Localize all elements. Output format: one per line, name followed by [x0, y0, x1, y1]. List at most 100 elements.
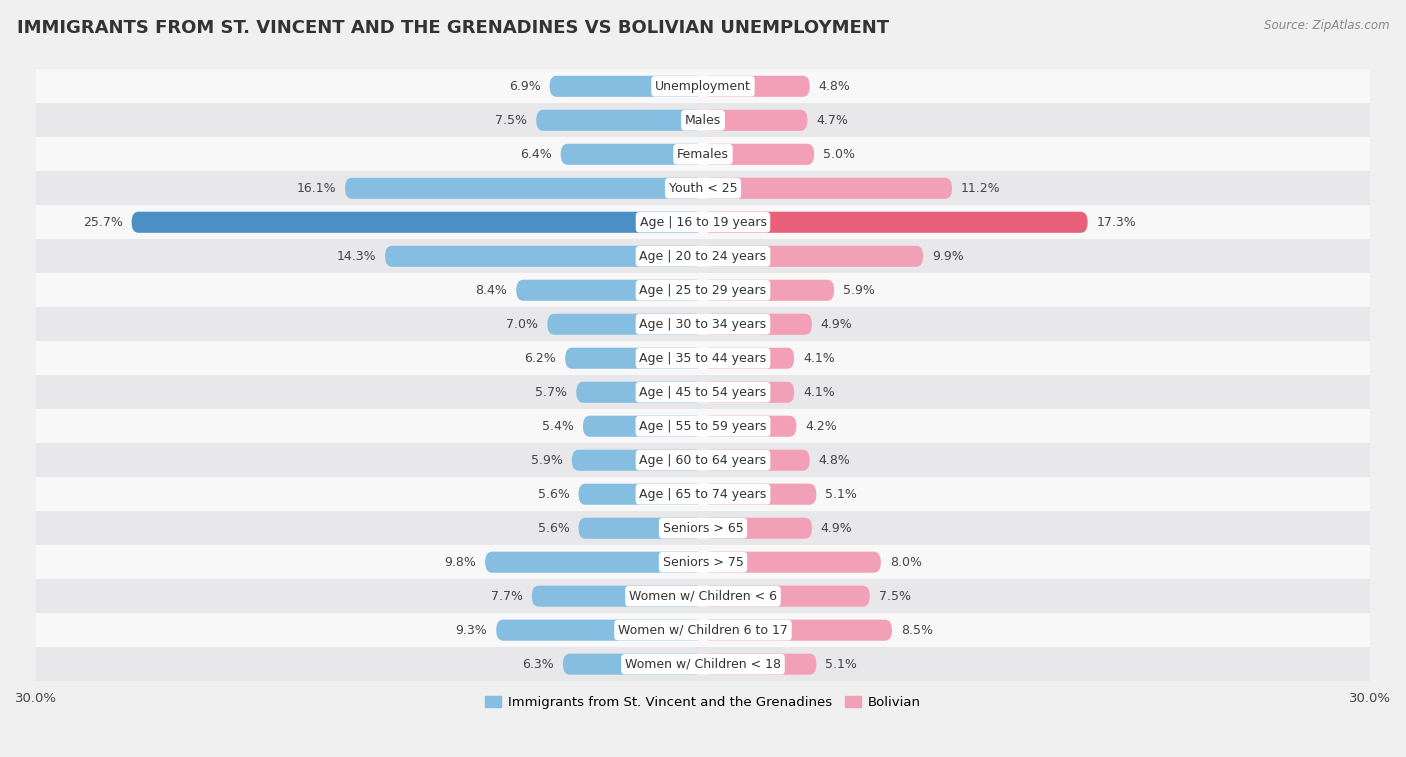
Text: Age | 35 to 44 years: Age | 35 to 44 years — [640, 352, 766, 365]
Bar — [37, 239, 1369, 273]
Bar — [37, 341, 1369, 375]
Bar — [37, 273, 1369, 307]
Text: 5.6%: 5.6% — [537, 488, 569, 500]
FancyBboxPatch shape — [703, 586, 870, 606]
FancyBboxPatch shape — [703, 178, 952, 199]
Text: 7.5%: 7.5% — [495, 114, 527, 126]
FancyBboxPatch shape — [344, 178, 703, 199]
Bar — [37, 511, 1369, 545]
Bar — [37, 103, 1369, 137]
Bar — [37, 410, 1369, 443]
Text: Age | 16 to 19 years: Age | 16 to 19 years — [640, 216, 766, 229]
FancyBboxPatch shape — [703, 144, 814, 165]
Bar — [37, 647, 1369, 681]
Text: IMMIGRANTS FROM ST. VINCENT AND THE GRENADINES VS BOLIVIAN UNEMPLOYMENT: IMMIGRANTS FROM ST. VINCENT AND THE GREN… — [17, 19, 889, 37]
Bar — [37, 307, 1369, 341]
FancyBboxPatch shape — [578, 518, 703, 539]
Text: 5.1%: 5.1% — [825, 658, 858, 671]
Text: 9.9%: 9.9% — [932, 250, 963, 263]
Bar — [37, 205, 1369, 239]
Text: Age | 25 to 29 years: Age | 25 to 29 years — [640, 284, 766, 297]
Text: 6.3%: 6.3% — [522, 658, 554, 671]
FancyBboxPatch shape — [547, 313, 703, 335]
FancyBboxPatch shape — [576, 382, 703, 403]
Text: 9.3%: 9.3% — [456, 624, 488, 637]
Text: 9.8%: 9.8% — [444, 556, 477, 569]
FancyBboxPatch shape — [565, 347, 703, 369]
Text: 7.0%: 7.0% — [506, 318, 538, 331]
FancyBboxPatch shape — [703, 518, 811, 539]
Text: 7.7%: 7.7% — [491, 590, 523, 603]
Text: 6.4%: 6.4% — [520, 148, 551, 160]
FancyBboxPatch shape — [703, 653, 817, 674]
FancyBboxPatch shape — [703, 382, 794, 403]
Text: 4.7%: 4.7% — [817, 114, 848, 126]
FancyBboxPatch shape — [703, 484, 817, 505]
FancyBboxPatch shape — [536, 110, 703, 131]
FancyBboxPatch shape — [703, 313, 811, 335]
FancyBboxPatch shape — [572, 450, 703, 471]
Text: 5.1%: 5.1% — [825, 488, 858, 500]
FancyBboxPatch shape — [578, 484, 703, 505]
Text: 7.5%: 7.5% — [879, 590, 911, 603]
FancyBboxPatch shape — [703, 212, 1088, 233]
Text: 4.9%: 4.9% — [821, 318, 852, 331]
Text: Unemployment: Unemployment — [655, 79, 751, 93]
Text: Age | 65 to 74 years: Age | 65 to 74 years — [640, 488, 766, 500]
Text: Age | 20 to 24 years: Age | 20 to 24 years — [640, 250, 766, 263]
Text: 4.9%: 4.9% — [821, 522, 852, 534]
Text: 8.4%: 8.4% — [475, 284, 508, 297]
FancyBboxPatch shape — [703, 416, 796, 437]
FancyBboxPatch shape — [516, 280, 703, 301]
Text: Age | 45 to 54 years: Age | 45 to 54 years — [640, 386, 766, 399]
Text: 8.5%: 8.5% — [901, 624, 932, 637]
Bar — [37, 545, 1369, 579]
Text: 16.1%: 16.1% — [297, 182, 336, 195]
FancyBboxPatch shape — [703, 110, 807, 131]
Text: Males: Males — [685, 114, 721, 126]
Text: 5.9%: 5.9% — [844, 284, 875, 297]
Bar — [37, 70, 1369, 103]
Text: 6.9%: 6.9% — [509, 79, 541, 93]
Bar — [37, 443, 1369, 477]
Bar — [37, 613, 1369, 647]
Text: 4.1%: 4.1% — [803, 352, 835, 365]
Text: Youth < 25: Youth < 25 — [669, 182, 737, 195]
FancyBboxPatch shape — [703, 620, 891, 640]
Legend: Immigrants from St. Vincent and the Grenadines, Bolivian: Immigrants from St. Vincent and the Gren… — [479, 690, 927, 714]
Text: 4.8%: 4.8% — [818, 453, 851, 467]
Text: Seniors > 65: Seniors > 65 — [662, 522, 744, 534]
Text: 5.9%: 5.9% — [531, 453, 562, 467]
Text: 5.7%: 5.7% — [536, 386, 568, 399]
Text: Seniors > 75: Seniors > 75 — [662, 556, 744, 569]
Bar — [37, 375, 1369, 410]
Bar — [37, 477, 1369, 511]
FancyBboxPatch shape — [496, 620, 703, 640]
Text: Age | 30 to 34 years: Age | 30 to 34 years — [640, 318, 766, 331]
FancyBboxPatch shape — [531, 586, 703, 606]
Text: Women w/ Children < 18: Women w/ Children < 18 — [626, 658, 780, 671]
Text: 4.1%: 4.1% — [803, 386, 835, 399]
Text: 4.2%: 4.2% — [806, 419, 837, 433]
FancyBboxPatch shape — [385, 246, 703, 266]
Text: Females: Females — [678, 148, 728, 160]
Text: 8.0%: 8.0% — [890, 556, 922, 569]
Text: 6.2%: 6.2% — [524, 352, 557, 365]
FancyBboxPatch shape — [562, 653, 703, 674]
Text: 14.3%: 14.3% — [336, 250, 377, 263]
Text: 11.2%: 11.2% — [960, 182, 1001, 195]
Text: 25.7%: 25.7% — [83, 216, 122, 229]
Text: 5.4%: 5.4% — [543, 419, 574, 433]
Text: Women w/ Children < 6: Women w/ Children < 6 — [628, 590, 778, 603]
Bar — [37, 579, 1369, 613]
Text: 17.3%: 17.3% — [1097, 216, 1136, 229]
Text: 5.0%: 5.0% — [823, 148, 855, 160]
Bar — [37, 171, 1369, 205]
FancyBboxPatch shape — [583, 416, 703, 437]
Text: Women w/ Children 6 to 17: Women w/ Children 6 to 17 — [619, 624, 787, 637]
FancyBboxPatch shape — [550, 76, 703, 97]
FancyBboxPatch shape — [703, 347, 794, 369]
Bar — [37, 137, 1369, 171]
Text: Age | 60 to 64 years: Age | 60 to 64 years — [640, 453, 766, 467]
FancyBboxPatch shape — [703, 76, 810, 97]
